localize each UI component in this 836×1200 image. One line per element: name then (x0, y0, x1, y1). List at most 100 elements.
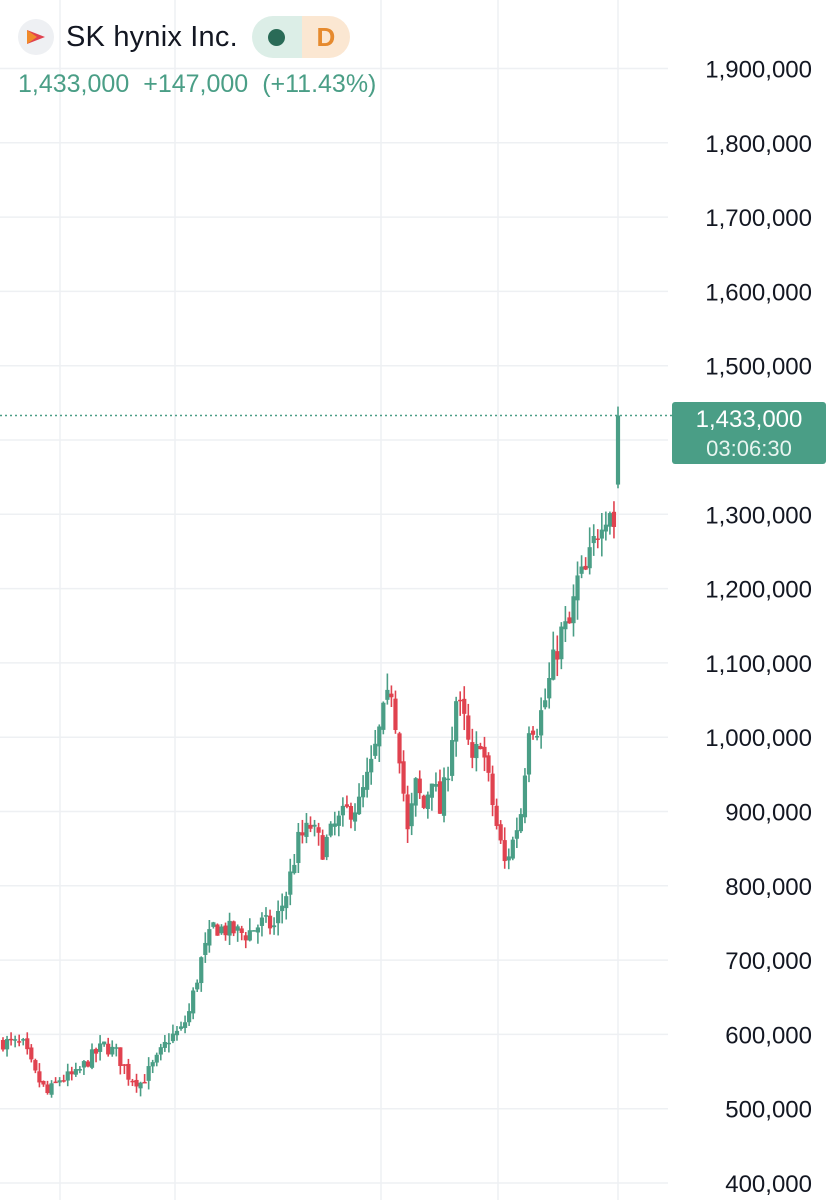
candle-body (373, 743, 378, 756)
candle-body (539, 710, 544, 736)
candle-body (498, 824, 503, 841)
candle-body (478, 745, 483, 750)
candle-body (231, 921, 236, 934)
candle-body (182, 1022, 188, 1028)
candle-body (203, 942, 208, 955)
candle-body (85, 1061, 91, 1067)
candle-body (348, 806, 354, 820)
y-tick-label: 400,000 (725, 1171, 812, 1198)
market-status-indicator (251, 16, 302, 58)
candle-body (243, 935, 248, 941)
candle-body (215, 924, 220, 936)
candle-body (296, 831, 301, 864)
symbol-title[interactable]: SK hynix Inc. (66, 20, 238, 53)
last-price-tag: 1,433,000 03:06:30 (672, 402, 826, 464)
candle-body (555, 651, 560, 660)
candle-body (506, 856, 511, 861)
candle-body (389, 693, 394, 698)
candle-body (37, 1071, 42, 1083)
candle-body (33, 1060, 38, 1071)
candle-body (73, 1069, 78, 1075)
candle-body (106, 1043, 111, 1055)
candle-body (583, 565, 588, 570)
candle-body (191, 990, 196, 1014)
candle-body (211, 922, 216, 927)
candle-body (385, 689, 390, 700)
candle-body (150, 1062, 155, 1067)
candle-body (360, 787, 366, 798)
candle-body (4, 1039, 10, 1050)
candle-body (162, 1041, 167, 1048)
candle-body (110, 1046, 115, 1055)
candle-body (486, 755, 491, 773)
candle-body (316, 827, 321, 833)
candle-body (421, 795, 426, 808)
candle-body (271, 925, 277, 928)
candle-body (304, 822, 309, 837)
candle-body (199, 957, 204, 984)
candle-body (559, 626, 564, 660)
candle-body (77, 1069, 82, 1071)
candle-body (547, 678, 552, 699)
candle-body (292, 864, 297, 874)
candle-body (377, 726, 382, 747)
candle-body (470, 742, 475, 758)
candle-body (21, 1039, 26, 1041)
candle-body (352, 812, 358, 822)
candle-body (166, 1042, 171, 1045)
candle-body (154, 1054, 159, 1063)
candle-body (118, 1047, 123, 1067)
candle-body (332, 823, 337, 827)
y-tick-label: 1,300,000 (705, 502, 812, 529)
candle-body (340, 805, 345, 816)
candle-body (397, 733, 402, 764)
last-price: 1,433,000 (18, 70, 130, 98)
candle-body (405, 794, 410, 830)
candle-body (308, 824, 313, 829)
candle-body (69, 1071, 74, 1075)
candle-body (522, 775, 528, 818)
y-tick-label: 1,000,000 (705, 725, 812, 752)
candle-body (425, 794, 430, 809)
candle-body (393, 698, 398, 731)
candle-body (41, 1080, 46, 1085)
candle-body (195, 982, 200, 990)
candle-body (53, 1081, 58, 1084)
candle-body (344, 804, 350, 807)
candle-body (551, 649, 556, 680)
candle-body (401, 761, 406, 794)
candle-body (579, 566, 584, 574)
candle-body (174, 1030, 180, 1036)
candle-body (288, 871, 293, 895)
interval-badge[interactable]: D (301, 16, 350, 58)
candle-body (223, 925, 228, 936)
candle-body (280, 905, 285, 912)
y-tick-label: 1,800,000 (705, 131, 812, 158)
candle-body (239, 928, 244, 933)
candle-body (114, 1047, 119, 1049)
y-tick-label: 600,000 (725, 1022, 812, 1049)
candle-body (227, 920, 232, 936)
candle-body (178, 1026, 184, 1029)
candle-body (336, 815, 341, 826)
y-tick-label: 1,500,000 (705, 354, 812, 381)
candle-body (591, 536, 596, 544)
candle-body (482, 746, 487, 758)
y-tick-label: 700,000 (725, 948, 812, 975)
status-interval-pill[interactable]: D (251, 16, 350, 58)
candle-body (365, 771, 370, 790)
candle-body (247, 930, 252, 941)
price-quote: 1,433,000 +147,000 (+11.43%) (18, 70, 390, 99)
candle-body (437, 781, 443, 814)
candle-body (98, 1043, 103, 1052)
candle-body (462, 698, 467, 714)
candle-body (413, 778, 418, 806)
candle-body (599, 529, 604, 539)
candle-body (61, 1080, 66, 1082)
y-tick-label: 800,000 (725, 874, 812, 901)
candle-body (369, 758, 374, 773)
candle-body (130, 1080, 135, 1083)
candle-body (409, 803, 414, 827)
candle-body (320, 835, 325, 860)
